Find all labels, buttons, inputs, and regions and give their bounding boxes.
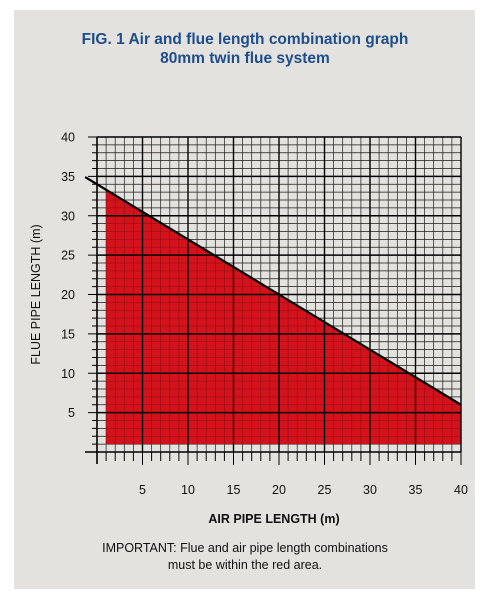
- limit-line: [84, 176, 462, 406]
- x-tick-label: 5: [139, 483, 146, 497]
- y-tick-label: 15: [61, 327, 75, 341]
- y-tick-label: 40: [61, 131, 75, 145]
- x-tick-label: 30: [363, 483, 377, 497]
- y-tick-label: 10: [61, 367, 75, 381]
- x-tick-label: 10: [181, 483, 195, 497]
- y-tick-label: 25: [61, 249, 75, 263]
- grid-major: [97, 136, 462, 452]
- allowed-area: [106, 189, 461, 445]
- title-line-1: FIG. 1 Air and flue length combination g…: [81, 31, 409, 48]
- title-line-2: 80mm twin flue system: [160, 50, 330, 67]
- y-axis-label: FLUE PIPE LENGTH (m): [29, 224, 43, 364]
- note-line-1: IMPORTANT: Flue and air pipe length comb…: [102, 541, 388, 555]
- axes: [85, 136, 462, 465]
- y-tick-label: 30: [61, 209, 75, 223]
- x-tick-label: 35: [409, 483, 423, 497]
- y-tick-labels: 5 10 15 20 25 30 35 40: [61, 131, 75, 421]
- y-tick-label: 5: [68, 406, 75, 420]
- y-tick-label: 35: [61, 170, 75, 184]
- x-tick-label: 15: [227, 483, 241, 497]
- x-tick-labels: 5 10 15 20 25 30 35 40: [139, 483, 468, 497]
- x-tick-label: 25: [318, 483, 332, 497]
- important-note: IMPORTANT: Flue and air pipe length comb…: [0, 540, 490, 574]
- x-axis-label: AIR PIPE LENGTH (m): [208, 512, 339, 526]
- y-tick-label: 20: [61, 288, 75, 302]
- note-line-2: must be within the red area.: [167, 558, 323, 572]
- x-tick-label: 20: [272, 483, 286, 497]
- figure-title: FIG. 1 Air and flue length combination g…: [0, 30, 490, 68]
- x-tick-label: 40: [454, 483, 468, 497]
